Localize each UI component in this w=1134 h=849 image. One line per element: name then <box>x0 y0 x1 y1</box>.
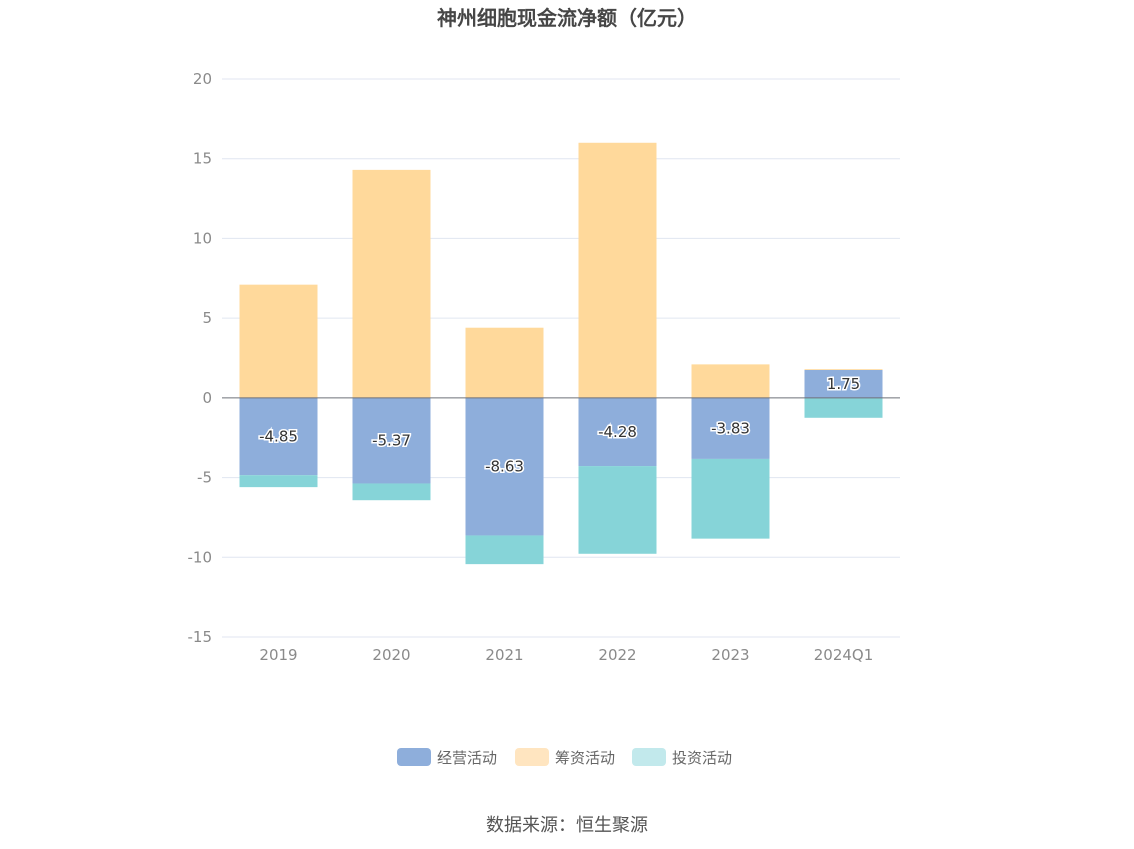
x-tick-label: 2019 <box>259 646 297 664</box>
x-tick-label: 2020 <box>372 646 410 664</box>
bar-2024Q1-series-2 <box>804 397 883 418</box>
legend-swatch[interactable] <box>632 748 666 766</box>
bar-2020-series-2 <box>352 483 431 501</box>
bar-2023-series-1 <box>691 364 770 398</box>
bar-2022-series-1 <box>578 142 657 398</box>
x-tick-label: 2021 <box>485 646 523 664</box>
x-tick-label: 2022 <box>598 646 636 664</box>
y-tick-label: 5 <box>202 309 212 327</box>
bar-2020-series-0 <box>352 397 431 484</box>
bar-2021-series-2 <box>465 535 544 565</box>
y-tick-label: -15 <box>188 628 213 646</box>
legend-label[interactable]: 筹资活动 <box>555 749 615 767</box>
data-label-2023: -3.83 <box>711 419 750 437</box>
data-labels: -4.85 -5.37 -8.63 -4.28 -3.83 1.75 <box>258 373 862 477</box>
bar-2020-series-1 <box>352 169 431 398</box>
bar-2024Q1-series-1 <box>804 369 883 370</box>
data-label-2022: -4.28 <box>598 423 637 441</box>
legend-swatch[interactable] <box>397 748 431 766</box>
bar-2019-series-0 <box>239 397 318 476</box>
y-tick-label: -5 <box>197 469 212 487</box>
bar-2023-series-2 <box>691 458 770 539</box>
bar-2019-series-1 <box>239 284 318 398</box>
chart-title: 神州细胞现金流净额（亿元） <box>437 6 697 30</box>
x-tick-label: 2024Q1 <box>814 646 874 664</box>
data-label-2019: -4.85 <box>259 428 298 446</box>
data-label-2024Q1: 1.75 <box>827 375 860 393</box>
bar-2019-series-2 <box>239 475 318 488</box>
y-tick-label: 20 <box>193 70 212 88</box>
bar-2022-series-2 <box>578 466 657 554</box>
bar-2022-series-0 <box>578 397 657 467</box>
bar-2021-series-1 <box>465 327 544 398</box>
grid <box>222 78 900 638</box>
y-tick-label: 0 <box>202 389 212 407</box>
bars <box>239 142 883 565</box>
x-axis: 2019 2020 2021 2022 2023 2024Q1 <box>259 646 873 664</box>
legend-label[interactable]: 投资活动 <box>672 749 732 767</box>
y-axis: 20 15 10 5 0 -5 -10 -15 <box>188 70 213 646</box>
bar-2023-series-0 <box>691 397 770 459</box>
legend: 经营活动 筹资活动 投资活动 <box>397 748 732 767</box>
x-tick-label: 2023 <box>711 646 749 664</box>
bar-2024Q1-series-0 <box>804 369 883 398</box>
data-label-2020: -5.37 <box>372 432 411 450</box>
legend-swatch[interactable] <box>515 748 549 766</box>
legend-label[interactable]: 经营活动 <box>437 749 497 767</box>
data-label-2021: -8.63 <box>485 458 524 476</box>
y-tick-label: -10 <box>188 548 213 566</box>
source-text: 数据来源：恒生聚源 <box>486 815 648 836</box>
bar-2021-series-0 <box>465 397 544 536</box>
y-tick-label: 15 <box>193 150 212 168</box>
y-tick-label: 10 <box>193 229 212 247</box>
